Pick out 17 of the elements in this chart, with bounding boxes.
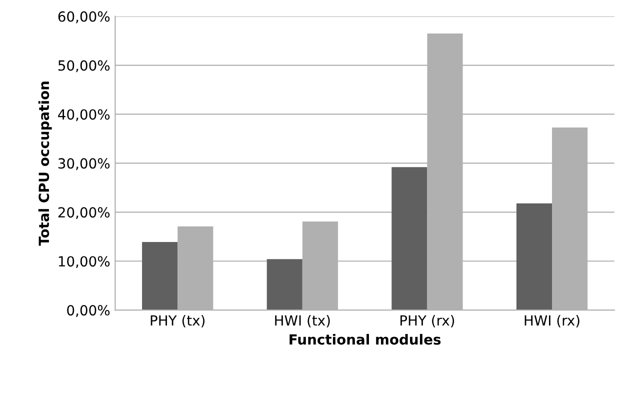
x-axis-title: Functional modules	[290, 334, 441, 345]
y-tick-label: 30,00%	[58, 158, 110, 170]
y-tick-label: 10,00%	[58, 256, 110, 268]
x-tick-label: HWI (rx)	[524, 314, 580, 328]
y-tick-label: 60,00%	[58, 11, 110, 24]
y-axis-title: Total CPU occupation	[38, 82, 52, 246]
bar	[142, 242, 178, 310]
y-tick-label: 40,00%	[58, 109, 110, 122]
y-tick-label: 50,00%	[58, 60, 110, 72]
bar	[266, 259, 302, 310]
y-tick-label: 20,00%	[58, 207, 110, 220]
x-tick-label: HWI (tx)	[275, 314, 330, 328]
x-tick-label: PHY (rx)	[400, 314, 454, 328]
bar	[392, 167, 428, 310]
bar	[516, 203, 552, 310]
y-tick-label: 0,00%	[67, 305, 110, 317]
x-tick-label: PHY (tx)	[150, 314, 205, 328]
